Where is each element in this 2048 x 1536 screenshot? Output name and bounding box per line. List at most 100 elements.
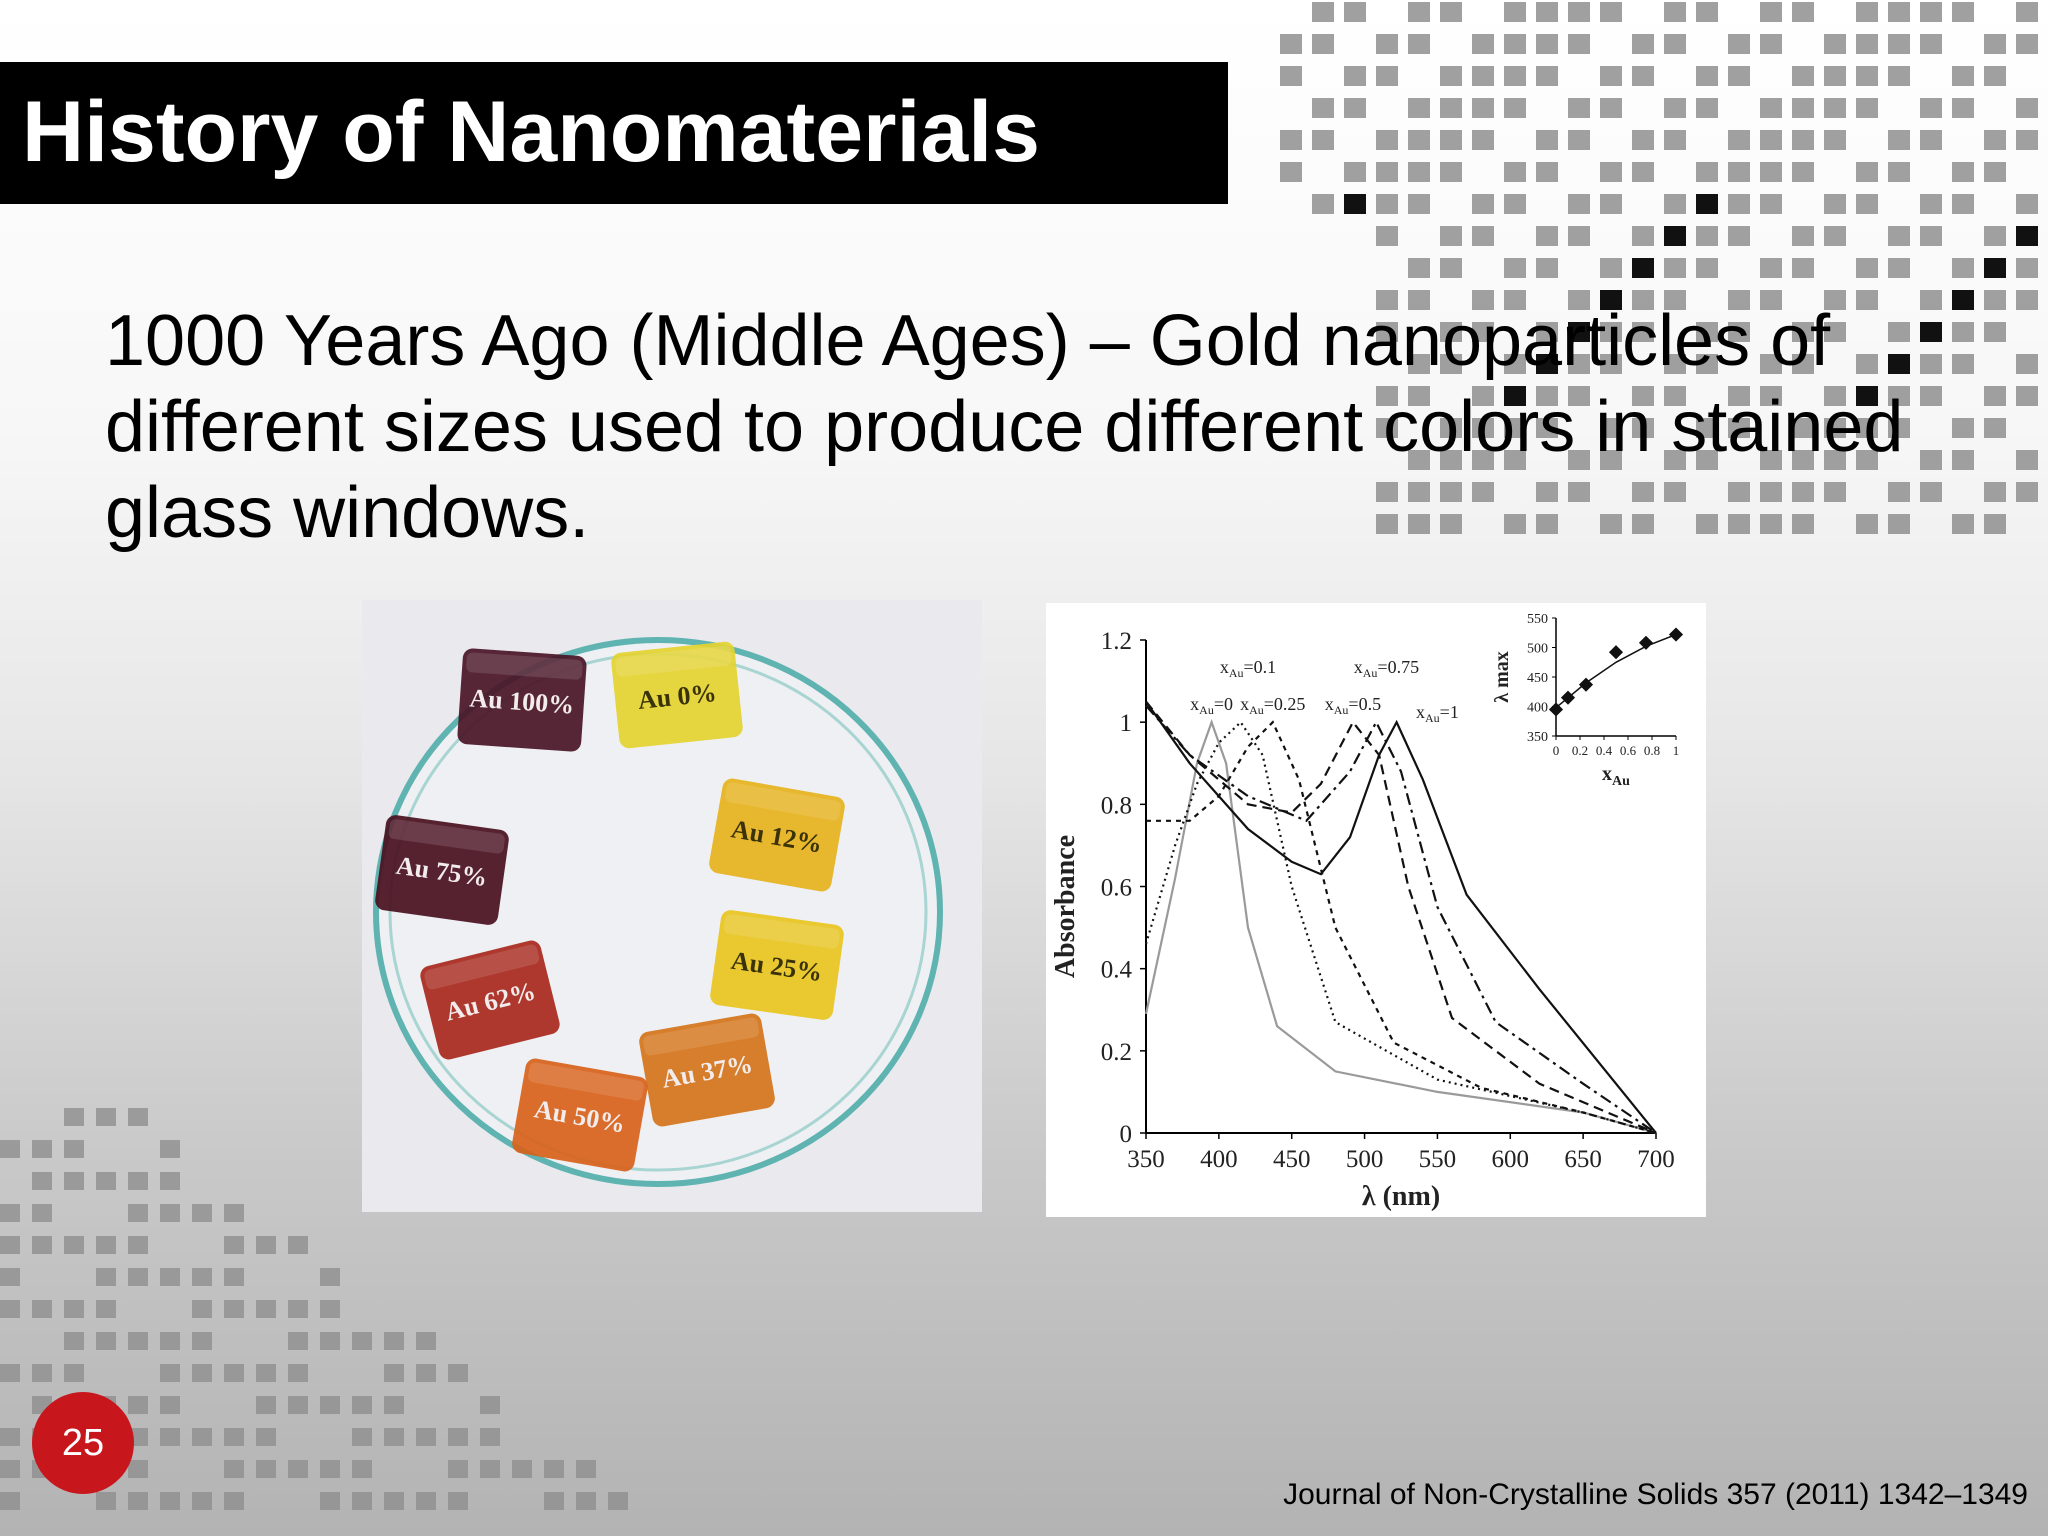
decorative-square bbox=[1952, 418, 1974, 438]
decorative-square bbox=[1504, 354, 1526, 374]
decorative-square bbox=[1408, 194, 1430, 214]
decorative-square bbox=[320, 1268, 340, 1286]
decorative-square bbox=[1664, 34, 1686, 54]
slide-number-badge: 25 bbox=[32, 1392, 134, 1494]
decorative-square bbox=[1440, 482, 1462, 502]
decorative-square bbox=[1856, 66, 1878, 86]
decorative-square bbox=[1472, 34, 1494, 54]
decorative-square bbox=[128, 1460, 148, 1478]
decorative-square bbox=[1504, 450, 1526, 470]
decorative-square bbox=[96, 1300, 116, 1318]
x-tick-label: 600 bbox=[1492, 1146, 1530, 1173]
decorative-square bbox=[1696, 162, 1718, 182]
decorative-square bbox=[1920, 34, 1942, 54]
decorative-square bbox=[192, 1364, 212, 1382]
decorative-square bbox=[1504, 194, 1526, 214]
decorative-square bbox=[1728, 514, 1750, 534]
decorative-square bbox=[1440, 418, 1462, 438]
decorative-square bbox=[1568, 226, 1590, 246]
decorative-square bbox=[1504, 162, 1526, 182]
decorative-square bbox=[1792, 258, 1814, 278]
decorative-square bbox=[1856, 354, 1878, 374]
decorative-square bbox=[2016, 258, 2038, 278]
decorative-square bbox=[1952, 450, 1974, 470]
decorative-square bbox=[32, 1364, 52, 1382]
glass-sample: Au 75% bbox=[375, 815, 509, 925]
decorative-square bbox=[1664, 290, 1686, 310]
decorative-square bbox=[1376, 226, 1398, 246]
decorative-square bbox=[1824, 226, 1846, 246]
decorative-square bbox=[1472, 226, 1494, 246]
x-tick-label: 650 bbox=[1564, 1146, 1602, 1173]
decorative-square bbox=[1984, 418, 2006, 438]
inset-x-tick-label: 1 bbox=[1673, 743, 1680, 758]
y-tick-label: 0.8 bbox=[1101, 792, 1132, 819]
citation: Journal of Non-Crystalline Solids 357 (2… bbox=[1283, 1478, 2028, 1511]
decorative-square bbox=[1600, 450, 1622, 470]
decorative-square bbox=[1952, 2, 1974, 22]
decorative-square bbox=[224, 1364, 244, 1382]
decorative-square bbox=[1376, 322, 1398, 342]
decorative-square bbox=[1600, 2, 1622, 22]
decorative-square bbox=[256, 1396, 276, 1414]
decorative-square bbox=[1632, 322, 1654, 342]
decorative-square bbox=[1760, 482, 1782, 502]
decorative-square bbox=[256, 1300, 276, 1318]
decorative-square bbox=[2016, 98, 2038, 118]
decorative-square bbox=[192, 1332, 212, 1350]
decorative-square bbox=[96, 1268, 116, 1286]
decorative-square bbox=[1472, 322, 1494, 342]
decorative-square bbox=[288, 1236, 308, 1254]
decorative-square bbox=[128, 1492, 148, 1510]
decorative-square bbox=[1664, 130, 1686, 150]
decorative-square bbox=[1664, 258, 1686, 278]
decorative-square bbox=[1824, 98, 1846, 118]
decorative-square bbox=[1376, 418, 1398, 438]
decorative-square bbox=[1856, 98, 1878, 118]
decorative-square bbox=[448, 1428, 468, 1446]
decorative-square bbox=[1728, 194, 1750, 214]
decorative-square bbox=[0, 1460, 20, 1478]
decorative-square bbox=[1568, 290, 1590, 310]
decorative-square bbox=[64, 1364, 84, 1382]
decorative-square bbox=[1312, 194, 1334, 214]
decorative-square bbox=[1984, 482, 2006, 502]
decorative-square bbox=[1856, 290, 1878, 310]
decorative-square bbox=[480, 1428, 500, 1446]
decorative-square bbox=[1632, 226, 1654, 246]
decorative-square bbox=[1984, 162, 2006, 182]
decorative-square bbox=[1472, 98, 1494, 118]
decorative-square bbox=[1504, 514, 1526, 534]
decorative-square bbox=[1760, 514, 1782, 534]
decorative-square bbox=[320, 1300, 340, 1318]
decorative-square bbox=[2016, 386, 2038, 406]
decorative-square bbox=[1600, 258, 1622, 278]
decorative-square bbox=[1696, 66, 1718, 86]
decorative-square bbox=[1632, 258, 1654, 278]
series-label: xAu=0.75 bbox=[1354, 657, 1419, 680]
decorative-square bbox=[288, 1332, 308, 1350]
decorative-square bbox=[0, 1204, 20, 1222]
decorative-square bbox=[1664, 386, 1686, 406]
decorative-square bbox=[1440, 450, 1462, 470]
decorative-square bbox=[1440, 354, 1462, 374]
decorative-square bbox=[64, 1172, 84, 1190]
decorative-square bbox=[1408, 482, 1430, 502]
decorative-square bbox=[0, 1300, 20, 1318]
decorative-square bbox=[1728, 386, 1750, 406]
decorative-square bbox=[1408, 98, 1430, 118]
decorative-square bbox=[1824, 34, 1846, 54]
decorative-square bbox=[416, 1332, 436, 1350]
decorative-square bbox=[1888, 34, 1910, 54]
series-label: xAu=0.25 bbox=[1240, 694, 1305, 717]
decorative-square bbox=[1696, 450, 1718, 470]
decorative-square bbox=[1696, 194, 1718, 214]
decorative-square bbox=[1760, 386, 1782, 406]
decorative-square bbox=[192, 1492, 212, 1510]
decorative-square bbox=[1504, 386, 1526, 406]
decorative-square bbox=[96, 1172, 116, 1190]
decorative-square bbox=[1984, 34, 2006, 54]
decorative-square bbox=[1792, 2, 1814, 22]
x-tick-label: 550 bbox=[1419, 1146, 1457, 1173]
decorative-square bbox=[384, 1396, 404, 1414]
